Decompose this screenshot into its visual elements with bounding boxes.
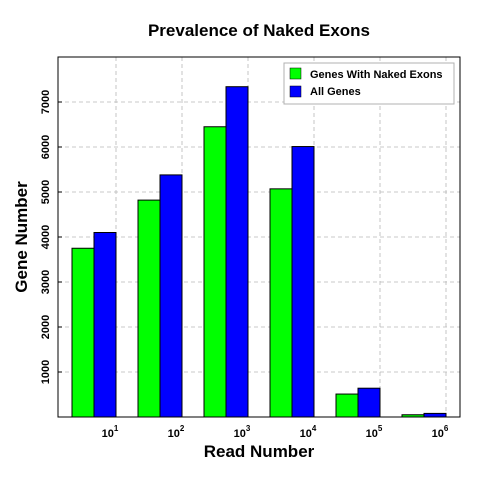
bar-all-genes (93, 232, 117, 418)
legend-swatch-naked-exons (289, 67, 302, 80)
y-tick-labels: 1000 2000 3000 4000 5000 6000 7000 (40, 90, 62, 384)
x-tick-base: 10 (300, 428, 312, 440)
bar-all-genes (225, 86, 249, 418)
legend-label-all-genes: All Genes (310, 86, 361, 98)
x-axis-label: Read Number (204, 442, 315, 461)
x-tick-base: 10 (168, 428, 180, 440)
bar-naked-exons (71, 247, 95, 418)
x-tick-label: 104 (300, 424, 317, 440)
bar-naked-exons (203, 126, 227, 418)
y-tick-label: 6000 (40, 135, 52, 159)
legend-label-naked-exons: Genes With Naked Exons (310, 69, 443, 81)
legend-swatch-all-genes (289, 85, 302, 98)
y-tick-label: 1000 (40, 360, 52, 384)
x-tick-base: 10 (366, 428, 378, 440)
x-tick-exponent: 3 (246, 424, 251, 433)
x-tick-label: 102 (168, 424, 185, 440)
y-tick-label: 2000 (40, 315, 52, 339)
x-tick-label: 105 (366, 424, 383, 440)
x-tick-label: 106 (432, 424, 449, 440)
legend-box (283, 62, 455, 105)
chart-title: Prevalence of Naked Exons (148, 21, 370, 40)
x-tick-exponent: 2 (180, 424, 185, 433)
x-tick-exponent: 5 (378, 424, 383, 433)
y-tick-label: 3000 (40, 270, 52, 294)
x-tick-exponent: 1 (114, 424, 119, 433)
x-tick-labels: 101 102 103 104 105 106 (102, 413, 449, 440)
bar-naked-exons (137, 199, 161, 418)
bar-naked-exons (335, 393, 359, 418)
x-tick-base: 10 (102, 428, 114, 440)
bar-all-genes (291, 146, 315, 418)
y-axis-label: Gene Number (12, 181, 31, 293)
bars (71, 86, 447, 418)
bar-all-genes (159, 174, 183, 418)
y-tick-label: 5000 (40, 180, 52, 204)
bar-naked-exons (269, 188, 293, 418)
bar-all-genes (357, 387, 381, 418)
y-tick-label: 7000 (40, 90, 52, 114)
x-tick-label: 101 (102, 424, 119, 440)
y-tick-label: 4000 (40, 225, 52, 249)
x-tick-label: 103 (234, 424, 251, 440)
legend: Genes With Naked Exons All Genes (283, 62, 455, 105)
x-tick-base: 10 (432, 428, 444, 440)
x-tick-base: 10 (234, 428, 246, 440)
bar-all-genes (423, 412, 447, 418)
x-tick-exponent: 4 (312, 424, 317, 433)
x-tick-exponent: 6 (444, 424, 449, 433)
